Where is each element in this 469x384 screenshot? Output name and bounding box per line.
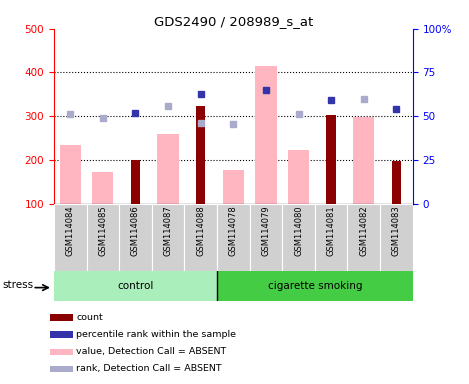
Bar xyxy=(250,204,282,271)
Bar xyxy=(255,66,277,204)
Bar xyxy=(54,271,217,301)
Bar xyxy=(51,366,73,372)
Bar xyxy=(217,204,250,271)
Text: value, Detection Call = ABSENT: value, Detection Call = ABSENT xyxy=(76,347,227,356)
Text: GSM114082: GSM114082 xyxy=(359,205,368,256)
Bar xyxy=(326,115,336,204)
Bar xyxy=(288,150,309,204)
Bar xyxy=(380,204,413,271)
Text: stress: stress xyxy=(3,280,34,290)
Bar xyxy=(51,349,73,355)
Bar xyxy=(60,144,81,204)
Bar xyxy=(282,204,315,271)
Bar xyxy=(87,204,119,271)
Text: GSM114083: GSM114083 xyxy=(392,205,401,256)
Text: control: control xyxy=(117,281,154,291)
Bar xyxy=(51,331,73,338)
Text: GSM114084: GSM114084 xyxy=(66,205,75,256)
Text: GSM114079: GSM114079 xyxy=(261,205,271,256)
Text: GSM114081: GSM114081 xyxy=(327,205,336,256)
Bar xyxy=(158,134,179,204)
Bar xyxy=(152,204,184,271)
Text: rank, Detection Call = ABSENT: rank, Detection Call = ABSENT xyxy=(76,364,222,373)
Text: GSM114088: GSM114088 xyxy=(196,205,205,256)
Bar xyxy=(51,314,73,321)
Bar xyxy=(119,204,152,271)
Bar xyxy=(315,204,348,271)
Text: GSM114085: GSM114085 xyxy=(98,205,107,256)
Bar xyxy=(131,160,140,204)
Bar xyxy=(54,204,87,271)
Text: GSM114078: GSM114078 xyxy=(229,205,238,256)
Title: GDS2490 / 208989_s_at: GDS2490 / 208989_s_at xyxy=(154,15,313,28)
Bar xyxy=(92,172,113,204)
Text: GSM114086: GSM114086 xyxy=(131,205,140,256)
Bar xyxy=(217,271,413,301)
Bar xyxy=(392,161,401,204)
Text: count: count xyxy=(76,313,103,322)
Bar xyxy=(184,204,217,271)
Bar xyxy=(223,170,244,204)
Text: percentile rank within the sample: percentile rank within the sample xyxy=(76,330,236,339)
Text: GSM114080: GSM114080 xyxy=(294,205,303,256)
Bar xyxy=(353,117,374,204)
Text: GSM114087: GSM114087 xyxy=(164,205,173,256)
Bar xyxy=(348,204,380,271)
Bar xyxy=(196,106,205,204)
Text: cigarette smoking: cigarette smoking xyxy=(268,281,362,291)
